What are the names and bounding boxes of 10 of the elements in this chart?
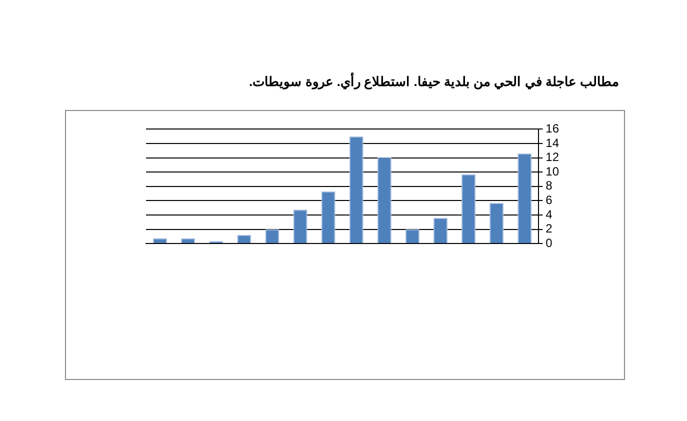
y-tick-label: 16 xyxy=(546,122,560,136)
y-tick-label: 4 xyxy=(546,207,553,222)
y-tick-label: 6 xyxy=(546,193,553,208)
y-tick-label: 12 xyxy=(546,150,560,164)
y-tick-label: 2 xyxy=(546,222,553,236)
y-tick-label: 8 xyxy=(546,178,553,193)
y-tick-label: 0 xyxy=(546,236,553,250)
y-tick-label: 10 xyxy=(546,164,560,178)
y-tick-label: 14 xyxy=(546,136,560,150)
chart-title: مطالب عاجلة في الحي من بلدية حيفا. استطلاع رأي. عروة سويطات. xyxy=(249,74,619,89)
